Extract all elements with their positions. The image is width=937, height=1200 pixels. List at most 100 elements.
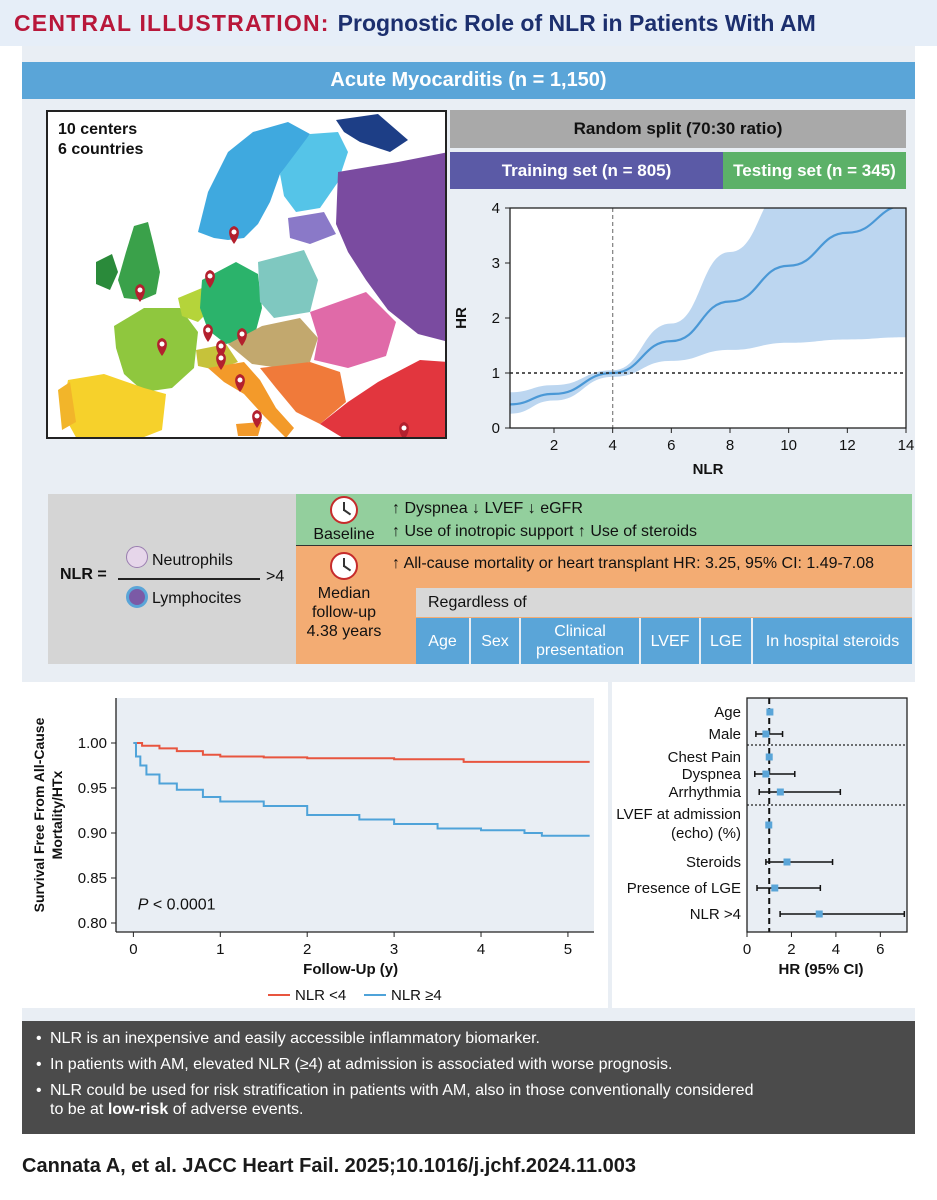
km-y-tick-label: 1.00 [78,735,107,752]
nlr-denominator: Lymphocites [152,590,242,607]
hr-y-axis-label: HR [453,307,470,329]
nlr-summary-table: NLR = Neutrophils Lymphocites >4 Baselin… [48,494,912,664]
map-pin-icon [216,352,226,370]
forest-row-label: Arrhythmia [668,784,741,801]
hr-x-tick-label: 14 [898,437,915,454]
map-label: 10 centers 6 countries [58,120,143,160]
header-bar: CENTRAL ILLUSTRATION: Prognostic Role of… [0,0,937,46]
km-survival-chart: 0 1 2 3 4 5 0.80 0.85 0.90 0.95 1.00 P < 0.0001 Foll… [31,698,594,1004]
hr-y-tick-label: 4 [492,200,500,217]
forest-x-tick-label: 6 [876,941,884,958]
clock-icon [330,552,358,580]
hr-x-tick-label: 4 [608,437,616,454]
region-central [228,318,318,368]
km-y-tick-label: 0.85 [78,870,107,887]
region-finland [280,132,348,212]
km-x-tick-label: 1 [216,941,224,958]
region-north [336,114,408,152]
header-label: CENTRAL ILLUSTRATION: [14,9,330,36]
km-x-tick-label: 0 [129,941,137,958]
map-pin-icon [229,226,239,244]
region-baltics [288,212,336,244]
nlr-numerator: Neutrophils [152,552,233,569]
forest-x-tick-label: 0 [743,941,751,958]
km-x-tick-label: 3 [390,941,398,958]
followup-label: Median follow-up 4.38 years [298,584,390,641]
map-pin-icon [252,410,262,428]
forest-point [815,910,823,918]
forest-plot-area [747,698,907,932]
key-point-3b-post: of adverse events. [168,1101,304,1118]
regardless-header: Regardless of [416,588,912,617]
km-x-tick-label: 2 [303,941,311,958]
forest-point [765,821,773,829]
forest-row-label: Presence of LGE [627,880,741,897]
legend-label-low: NLR <4 [295,987,346,1004]
forest-point [765,753,773,761]
testing-set-bar: Testing set (n = 345) [723,152,906,189]
map-graphic [48,112,445,437]
forest-point [776,788,784,796]
forest-panel: Age Male Chest Pain Dyspnea Arrhythmia LVEF a… [612,682,915,1008]
centers-count: 10 centers [58,121,138,138]
key-point-3b-bold: low-risk [107,1101,169,1118]
forest-row-label: LVEF at admission [616,806,741,823]
cohort-banner: Acute Myocarditis (n = 1,150) [22,62,915,99]
region-france [114,308,198,392]
neutrophil-icon [126,546,148,568]
km-p-value: P < 0.0001 [138,897,216,914]
map-pin-icon [135,284,145,302]
region-germany [200,262,262,344]
region-poland [258,250,318,318]
region-balkans [260,362,346,424]
region-scandinavia [198,122,310,240]
nlr-equals-label: NLR = [60,566,107,583]
region-portugal [58,382,76,430]
km-y-tick-label: 0.80 [78,915,107,932]
factor-cell: LVEF [641,618,701,664]
key-point-1: NLR is an inexpensive and easily accessi… [34,1029,903,1048]
region-italy [208,362,294,437]
forest-point [771,884,779,892]
baseline-line2: ↑ Use of inotropic support ↑ Use of ster… [392,523,698,540]
hr-y-tick-label: 3 [492,255,500,272]
hr-y-tick-label: 0 [492,420,500,437]
citation: Cannata A, et al. JACC Heart Fail. 2025;… [22,1155,637,1177]
forest-row-label: Age [714,704,741,721]
forest-row-label: NLR >4 [690,906,741,923]
forest-row-label: Male [708,726,741,743]
key-point-2: In patients with AM, elevated NLR (≥4) a… [34,1055,903,1074]
map-pin-icon [235,374,245,392]
forest-x-axis-label: HR (95% CI) [778,961,863,978]
factor-cell: Sex [471,618,521,664]
key-point-3: NLR could be used for risk stratificatio… [34,1081,903,1119]
map-pin-icon [205,270,215,288]
factor-cell: Clinical presentation [521,618,641,664]
forest-frame [746,697,908,933]
training-set-bar: Training set (n = 805) [450,152,723,189]
illustration-panel: Acute Myocarditis (n = 1,150) [22,46,915,1134]
nlr-threshold: >4 [266,568,285,585]
europe-map: 10 centers 6 countries [46,110,447,439]
forest-row-label: Steroids [686,854,741,871]
p-number: < 0.0001 [148,897,215,914]
forest-x-tick-label: 4 [832,941,840,958]
clock-icon [330,496,358,524]
baseline-label: Baseline [313,526,375,543]
followup-label-3: 4.38 years [306,623,382,640]
forest-point [766,708,774,716]
key-point-3a: NLR could be used for risk stratificatio… [50,1082,754,1099]
key-points-box: NLR is an inexpensive and easily accessi… [22,1021,915,1134]
lymphocyte-icon [126,586,148,608]
center-pins [135,226,409,437]
legend-label-high: NLR ≥4 [391,987,442,1004]
forest-point [783,858,791,866]
region-ireland [96,254,118,290]
km-y-axis-label-1: Survival Free From All-Cause [31,717,47,912]
countries-count: 6 countries [58,141,144,158]
regardless-factors: Age Sex Clinical presentation LVEF LGE I… [416,618,912,664]
forest-row-label: Chest Pain [668,749,741,766]
hr-curve-line [510,208,896,406]
km-y-tick-label: 0.95 [78,780,107,797]
hr-x-tick-label: 6 [667,437,675,454]
